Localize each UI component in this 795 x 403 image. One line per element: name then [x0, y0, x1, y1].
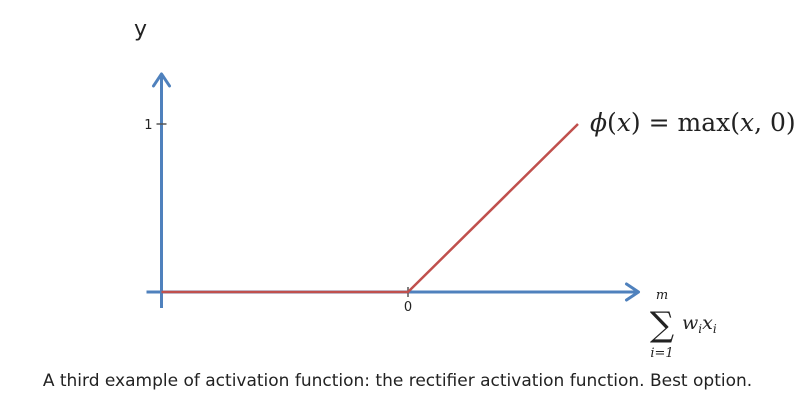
sum-lower-limit: i=1: [650, 346, 673, 361]
paren-open: (: [607, 108, 617, 137]
y-tick-label: 1: [144, 118, 152, 133]
zero-end: , 0): [754, 108, 795, 137]
phi-symbol: ϕ: [590, 108, 607, 137]
max-text: ) = max(: [631, 108, 740, 137]
axis-ticks: 01: [144, 118, 412, 315]
sum-symbol: ∑: [650, 305, 674, 345]
rectifier-line: [161, 123, 579, 294]
sum-upper-limit: m: [656, 288, 668, 303]
sum-term: wixi: [682, 312, 717, 336]
x-axis-arrowhead: [625, 282, 640, 302]
y-axis-label: y: [134, 17, 147, 42]
var-x-2: x: [740, 108, 754, 137]
function-annotation: ϕ(x) = max(x, 0): [590, 108, 795, 137]
x-axis-label: m ∑ i=1 wixi: [650, 288, 717, 361]
figure-caption: A third example of activation function: …: [42, 371, 753, 391]
y-axis-arrowhead: [152, 72, 171, 88]
series-layer: [161, 123, 579, 294]
var-x: x: [617, 108, 631, 137]
x-tick-label: 0: [404, 300, 412, 315]
